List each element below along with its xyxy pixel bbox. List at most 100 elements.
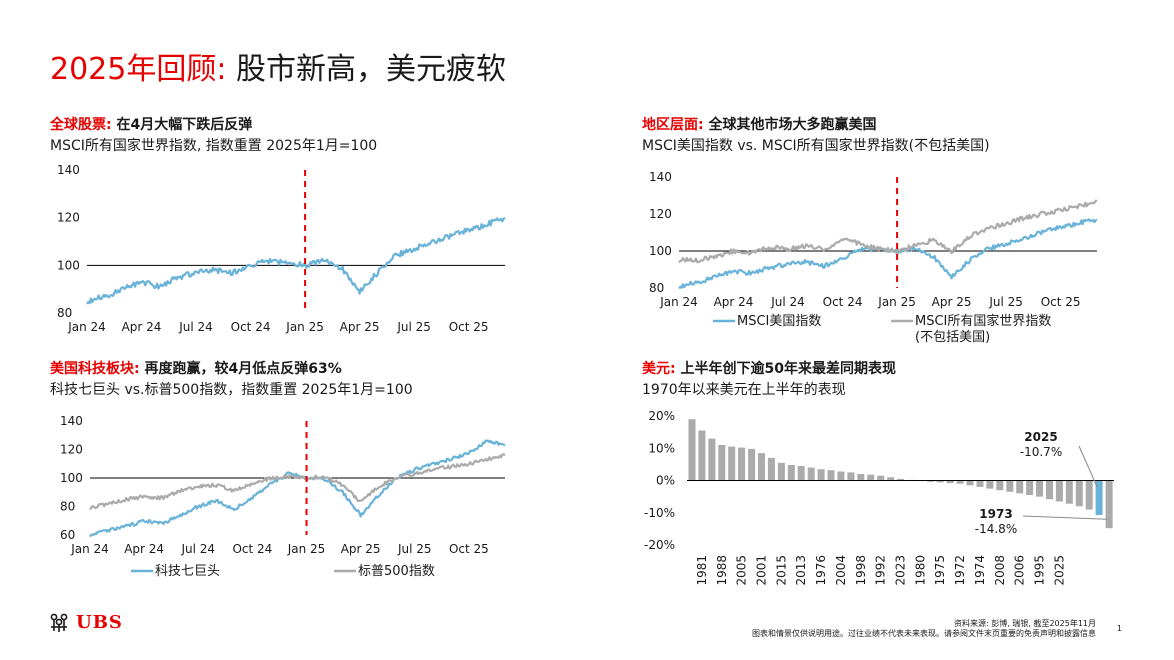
series-line: [89, 453, 506, 511]
tech-panel-title: 美国科技板块: 再度跑赢，较4月低点反弹63%: [50, 358, 342, 378]
x-tick-label: Apr 25: [340, 320, 380, 334]
region-panel-title: 地区层面: 全球其他市场大多跑赢美国: [642, 114, 876, 134]
x-tick-label: Jul 25: [396, 320, 431, 334]
bar: [936, 480, 944, 483]
x-tick-label: Jan 24: [67, 320, 106, 334]
bar: [926, 480, 934, 482]
series-line: [678, 218, 1098, 290]
y-tick-label: 80: [60, 500, 75, 514]
x-tick-label: Oct 25: [449, 542, 489, 556]
y-tick-label: 60: [60, 528, 75, 542]
x-tick-label: 2004: [834, 555, 848, 586]
annotation-year: 1973: [979, 507, 1012, 521]
bar: [837, 471, 845, 481]
global-title-rest: 在4月大幅下跌后反弹: [111, 117, 253, 133]
x-tick-label: 1972: [953, 555, 967, 586]
usd-title-rest: 上半年创下逾50年来最差同期表现: [675, 361, 896, 377]
bar: [1095, 480, 1103, 515]
x-tick-label: Oct 24: [823, 295, 863, 309]
y-tick-label: 140: [60, 414, 83, 428]
bar: [807, 467, 815, 481]
bar: [1036, 480, 1043, 497]
bar: [966, 480, 974, 486]
bar: [688, 419, 696, 481]
y-tick-label: 120: [60, 443, 83, 457]
legend-label: MSCI所有国家世界指数: [915, 313, 1051, 329]
x-tick-label: Oct 25: [1041, 295, 1081, 309]
y-tick-label: 100: [60, 471, 83, 485]
bar: [1065, 480, 1073, 504]
x-tick-label: 1976: [814, 555, 828, 586]
y-tick-label: 10%: [648, 441, 675, 455]
bar: [797, 466, 805, 481]
x-tick-label: 1988: [715, 555, 729, 586]
bar: [758, 453, 765, 481]
footer-source: 资料来源: 彭博, 瑞银, 截至2025年11月: [954, 619, 1096, 628]
bar: [867, 474, 875, 481]
bar: [1016, 480, 1024, 494]
bar: [787, 465, 795, 481]
bar: [738, 447, 746, 481]
x-tick-label: Jul 25: [988, 295, 1023, 309]
series-line: [89, 439, 506, 538]
bar: [1046, 480, 1053, 500]
bar: [718, 445, 726, 481]
series-line: [86, 216, 506, 305]
y-tick-label: 80: [649, 281, 664, 295]
tech-title-prefix: 美国科技板块:: [50, 361, 140, 377]
x-tick-label: Jan 24: [70, 542, 109, 556]
x-tick-label: 1980: [913, 555, 927, 586]
legend-label: (不包括美国): [915, 330, 990, 345]
x-tick-label: 1974: [973, 555, 987, 586]
usd-bar-chart: 20% 10% 0% -10% -20% 1981 1988 2005 2001 2015 2013…: [644, 409, 1114, 586]
x-tick-label: 2015: [774, 555, 788, 586]
bar: [1055, 480, 1063, 502]
bar: [996, 480, 1004, 491]
y-tick-label: -10%: [644, 506, 675, 520]
bar: [698, 430, 706, 481]
usd-panel-title: 美元: 上半年创下逾50年来最差同期表现: [642, 358, 896, 378]
region-title-rest: 全球其他市场大多跑赢美国: [703, 117, 877, 133]
bar: [1075, 480, 1083, 507]
x-tick-label: 1995: [1033, 555, 1047, 586]
tech-chart: 60 80 100 120 140 Jan 24 Apr 24 Jul 24 Oct 24 Jan…: [60, 414, 506, 579]
y-tick-label: 0%: [656, 474, 675, 488]
region-panel-subtitle: MSCI美国指数 vs. MSCI所有国家世界指数(不包括美国): [642, 138, 990, 154]
y-tick-label: 140: [649, 170, 672, 184]
annotation-leader: [1078, 445, 1098, 488]
bar: [897, 478, 904, 481]
bar: [956, 480, 964, 484]
x-tick-label: Jul 24: [770, 295, 805, 309]
usd-title-prefix: 美元:: [642, 361, 676, 377]
ubs-keys-icon: [50, 613, 68, 632]
x-tick-label: 2008: [993, 555, 1007, 586]
annotation-year: 2025: [1024, 430, 1057, 444]
annotation-value: -14.8%: [975, 522, 1017, 536]
y-tick-label: -20%: [644, 538, 675, 552]
x-tick-label: Jan 25: [285, 320, 324, 334]
x-tick-label: Jan 25: [877, 295, 916, 309]
x-tick-label: 1981: [695, 555, 709, 586]
bar: [847, 472, 855, 481]
legend-label: 标普500指数: [358, 564, 435, 579]
x-tick-label: Oct 25: [449, 320, 489, 334]
x-tick-label: Apr 24: [124, 542, 164, 556]
y-tick-label: 140: [57, 163, 80, 177]
bar: [777, 462, 785, 481]
annotation-value: -10.7%: [1020, 445, 1062, 459]
x-tick-label: Jan 24: [659, 295, 698, 309]
y-tick-label: 120: [649, 207, 672, 221]
y-tick-label: 120: [57, 211, 80, 225]
bar: [748, 448, 756, 481]
bar: [946, 480, 954, 484]
global-panel-title: 全球股票: 在4月大幅下跌后反弹: [50, 114, 252, 134]
ubs-logo: UBS: [48, 612, 123, 633]
bar: [827, 470, 835, 481]
x-tick-label: 2001: [754, 555, 768, 586]
bar: [728, 446, 736, 481]
x-tick-label: Jan 25: [287, 542, 326, 556]
bar: [817, 469, 825, 481]
y-tick-label: 100: [57, 258, 80, 272]
x-tick-label: Jul 25: [397, 542, 432, 556]
bar: [857, 474, 865, 481]
